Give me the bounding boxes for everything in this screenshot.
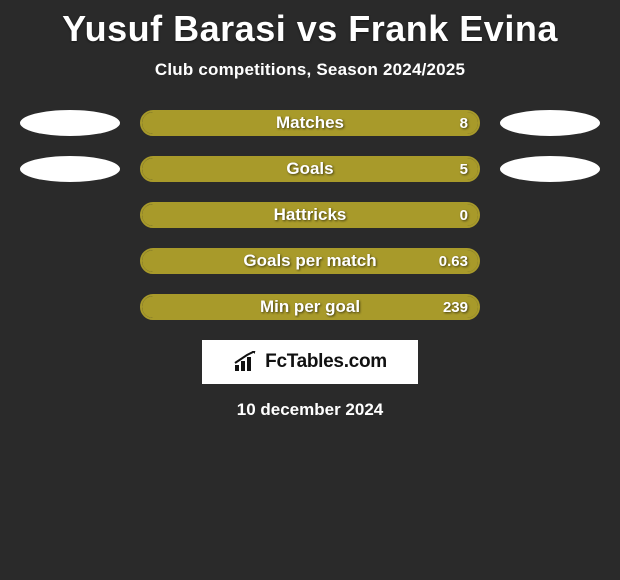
page-title: Yusuf Barasi vs Frank Evina [0, 0, 620, 50]
stat-bar: Goals5 [140, 156, 480, 182]
date-text: 10 december 2024 [0, 400, 620, 420]
ellipse-placeholder [500, 202, 600, 228]
player-right-ellipse [500, 110, 600, 136]
stat-bar: Min per goal239 [140, 294, 480, 320]
stat-row: Goals per match0.63 [0, 248, 620, 274]
stat-bar-fill [142, 250, 478, 272]
stat-bar-fill [142, 204, 478, 226]
player-right-ellipse [500, 156, 600, 182]
subtitle: Club competitions, Season 2024/2025 [0, 60, 620, 80]
ellipse-placeholder [20, 294, 120, 320]
stat-row: Min per goal239 [0, 294, 620, 320]
logo-box: FcTables.com [202, 340, 418, 384]
stat-bar-fill [142, 112, 478, 134]
ellipse-placeholder [500, 294, 600, 320]
ellipse-placeholder [20, 248, 120, 274]
stat-bar-fill [142, 158, 478, 180]
stat-bar: Matches8 [140, 110, 480, 136]
stat-bar: Hattricks0 [140, 202, 480, 228]
logo-text: FcTables.com [265, 351, 387, 373]
stat-bar: Goals per match0.63 [140, 248, 480, 274]
ellipse-placeholder [20, 202, 120, 228]
ellipse-placeholder [500, 248, 600, 274]
stat-row: Hattricks0 [0, 202, 620, 228]
player-left-ellipse [20, 156, 120, 182]
stat-bar-fill [142, 296, 478, 318]
chart-icon [233, 351, 259, 373]
stat-row: Goals5 [0, 156, 620, 182]
stat-row: Matches8 [0, 110, 620, 136]
player-left-ellipse [20, 110, 120, 136]
stats-container: Matches8 Goals5 Hattricks0 Goals per match0… [0, 110, 620, 320]
